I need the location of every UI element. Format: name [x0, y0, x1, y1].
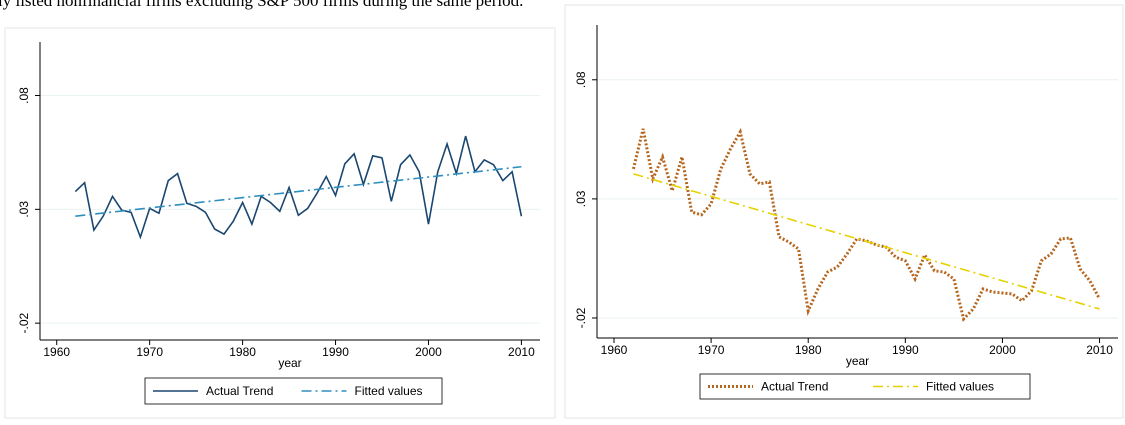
x-tick-label: 2010 — [508, 345, 535, 359]
series-line — [633, 173, 1100, 310]
y-tick-label: .03 — [17, 201, 31, 218]
chart-panel — [564, 4, 1124, 419]
legend-box — [699, 373, 1031, 400]
y-tick-label: .08 — [574, 71, 588, 88]
y-tick-label: .08 — [17, 87, 31, 104]
chart-panel — [4, 27, 556, 419]
x-tick-label: 1980 — [229, 345, 256, 359]
y-tick-label: -.02 — [574, 307, 588, 328]
x-tick-label: 1990 — [892, 343, 919, 357]
x-tick-label: 2000 — [415, 345, 442, 359]
x-tick-label: 2000 — [989, 343, 1016, 357]
x-tick-label: 1990 — [322, 345, 349, 359]
header-text: ly listed nonfinancial firms excluding S… — [0, 0, 523, 10]
x-tick-label: 1960 — [601, 343, 628, 357]
legend-label: Actual Trend — [206, 384, 273, 398]
series-line — [75, 165, 522, 217]
y-tick-label: -.02 — [17, 312, 31, 333]
x-tick-label: 1980 — [795, 343, 822, 357]
x-tick-label: 2010 — [1086, 343, 1113, 357]
x-tick-label: 1970 — [698, 343, 725, 357]
y-tick-label: .03 — [574, 190, 588, 207]
x-axis-title: year — [278, 356, 301, 370]
x-tick-label: 1970 — [136, 345, 163, 359]
chart: -.02 .03 .08 1960 1970 1980 1990 2000 2010 year Ac… — [564, 4, 1124, 419]
legend-label: Fitted values — [355, 384, 423, 398]
legend-label: Actual Trend — [761, 380, 828, 394]
chart: -.02 .03 .08 1960 1970 1980 1990 2000 2010 year Ac… — [4, 27, 556, 419]
x-tick-label: 1960 — [43, 345, 70, 359]
legend-label: Fitted values — [926, 380, 994, 394]
x-axis-title: year — [846, 354, 869, 368]
